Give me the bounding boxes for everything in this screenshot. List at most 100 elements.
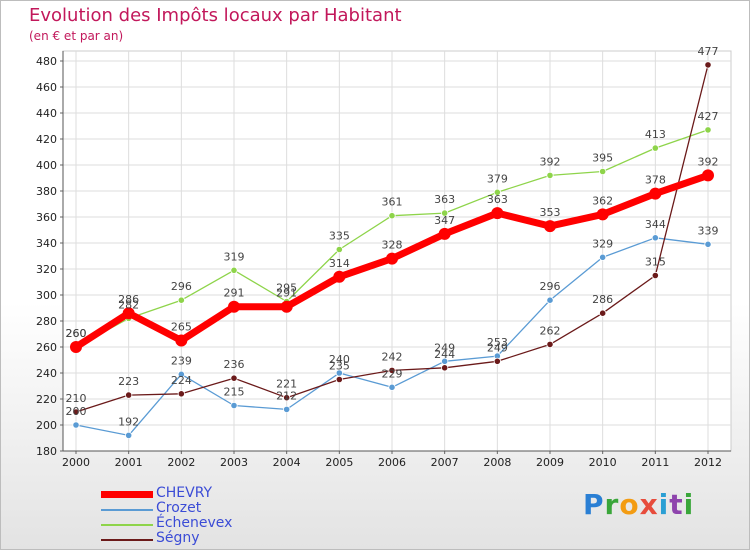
legend-label: Crozet bbox=[156, 500, 202, 516]
data-point bbox=[386, 252, 398, 265]
data-label: 249 bbox=[434, 341, 455, 354]
brand-letter: P bbox=[583, 488, 605, 521]
data-label: 362 bbox=[592, 194, 613, 207]
data-point bbox=[651, 234, 659, 242]
data-label: 392 bbox=[540, 155, 561, 168]
data-point bbox=[493, 357, 501, 365]
data-point bbox=[493, 188, 501, 196]
data-label: 295 bbox=[276, 282, 297, 295]
data-point bbox=[72, 408, 80, 416]
data-point bbox=[125, 431, 133, 439]
data-label: 296 bbox=[171, 280, 192, 293]
x-tick-label: 2003 bbox=[220, 456, 248, 469]
axis-layer: 180 200 220 240 260 280 300 320 340 360 380 400 420 4… bbox=[36, 51, 731, 469]
y-tick-label: 260 bbox=[36, 341, 57, 354]
data-point bbox=[596, 208, 609, 221]
y-tick-label: 360 bbox=[36, 211, 57, 224]
data-label: 262 bbox=[540, 324, 561, 337]
data-label: 212 bbox=[276, 389, 297, 402]
brand-letter: i bbox=[683, 488, 695, 521]
data-label: 249 bbox=[487, 341, 508, 354]
chart-subtitle: (en € et par an) bbox=[29, 29, 124, 43]
data-point bbox=[230, 374, 238, 382]
y-tick-label: 420 bbox=[36, 133, 57, 146]
data-label: 339 bbox=[698, 224, 719, 237]
data-label: 477 bbox=[698, 45, 719, 58]
data-label: 265 bbox=[171, 321, 192, 334]
data-point bbox=[72, 421, 80, 429]
data-label: 335 bbox=[329, 230, 350, 243]
data-label: 253 bbox=[487, 336, 508, 349]
data-label: 235 bbox=[329, 360, 350, 373]
y-tick-label: 340 bbox=[36, 237, 57, 250]
brand-letter: i bbox=[658, 488, 670, 521]
data-label: 224 bbox=[171, 374, 192, 387]
y-tick-label: 180 bbox=[36, 445, 57, 458]
data-point bbox=[333, 270, 346, 283]
data-point bbox=[651, 271, 659, 280]
brand-letter: t bbox=[669, 488, 684, 521]
data-point bbox=[704, 61, 712, 69]
y-tick-label: 480 bbox=[36, 55, 57, 68]
y-tick-label: 200 bbox=[36, 419, 57, 432]
data-label: 215 bbox=[224, 386, 245, 399]
data-point bbox=[599, 167, 607, 176]
data-point bbox=[70, 341, 82, 353]
x-tick-label: 2007 bbox=[431, 456, 459, 469]
data-label: 242 bbox=[382, 350, 403, 363]
data-point bbox=[388, 383, 396, 391]
data-label: 378 bbox=[645, 174, 666, 187]
data-label: 395 bbox=[592, 152, 613, 165]
data-label: 221 bbox=[276, 378, 297, 391]
data-label: 344 bbox=[645, 218, 666, 231]
x-tick-label: 2010 bbox=[589, 456, 617, 469]
data-point bbox=[283, 405, 291, 413]
y-tick-label: 280 bbox=[36, 315, 57, 328]
data-point bbox=[544, 220, 556, 233]
data-point bbox=[546, 340, 554, 348]
data-label: 200 bbox=[66, 405, 87, 418]
data-point bbox=[441, 364, 449, 372]
legend-swatch bbox=[101, 491, 153, 498]
data-point bbox=[122, 307, 135, 320]
data-label: 282 bbox=[118, 298, 139, 311]
data-label: 363 bbox=[434, 193, 455, 206]
x-tick-label: 2011 bbox=[641, 456, 669, 469]
data-label: 361 bbox=[382, 196, 403, 209]
x-tick-label: 2001 bbox=[115, 456, 143, 469]
data-point bbox=[175, 334, 188, 347]
data-label: 286 bbox=[592, 293, 613, 306]
x-tick-label: 2012 bbox=[694, 456, 722, 469]
y-tick-label: 440 bbox=[36, 107, 57, 120]
brand-letter: r bbox=[604, 488, 620, 521]
legend-label: Échenevex bbox=[156, 515, 233, 531]
y-tick-label: 240 bbox=[36, 367, 57, 380]
legend-swatch bbox=[101, 509, 153, 511]
data-label: 315 bbox=[645, 256, 666, 269]
data-label: 192 bbox=[118, 415, 139, 428]
data-label: 210 bbox=[66, 392, 87, 405]
data-point bbox=[704, 126, 712, 134]
y-tick-label: 400 bbox=[36, 159, 57, 172]
data-label: 239 bbox=[171, 354, 192, 367]
data-point bbox=[649, 187, 662, 200]
data-label: 319 bbox=[224, 250, 245, 263]
data-point bbox=[177, 370, 185, 378]
data-point bbox=[441, 209, 449, 217]
data-point bbox=[230, 401, 238, 410]
data-label: 260 bbox=[66, 327, 87, 340]
data-label: 392 bbox=[698, 155, 719, 168]
data-point bbox=[280, 300, 293, 313]
y-tick-label: 300 bbox=[36, 289, 57, 302]
data-point bbox=[228, 300, 240, 313]
data-label: 353 bbox=[540, 206, 561, 219]
data-label: 314 bbox=[329, 257, 350, 270]
y-tick-label: 460 bbox=[36, 81, 57, 94]
data-point bbox=[230, 266, 238, 274]
x-tick-label: 2000 bbox=[62, 456, 90, 469]
data-point bbox=[335, 375, 343, 384]
y-tick-label: 380 bbox=[36, 185, 57, 198]
brand-letter: x bbox=[639, 488, 659, 521]
x-tick-label: 2002 bbox=[167, 456, 195, 469]
